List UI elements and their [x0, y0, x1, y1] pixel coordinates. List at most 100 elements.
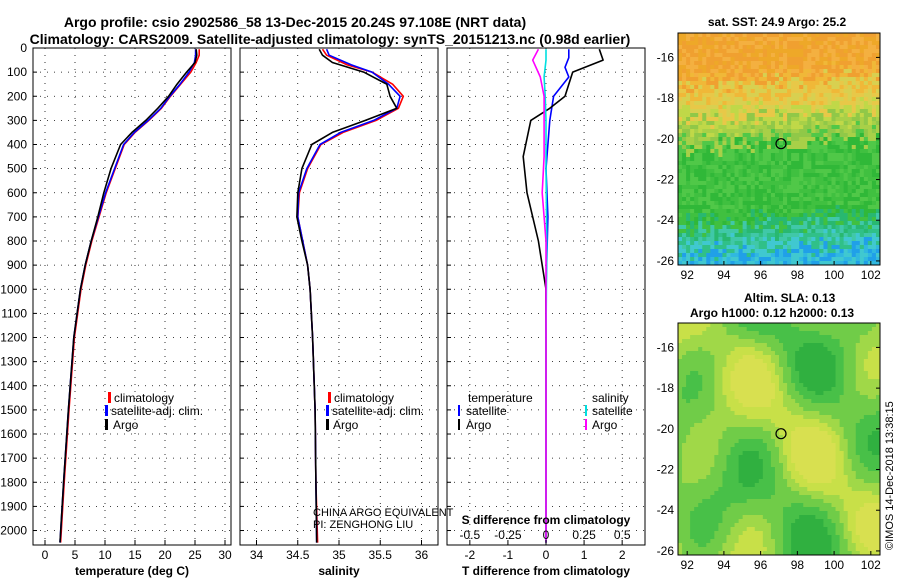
map-cell — [875, 455, 880, 460]
map-cell — [783, 327, 788, 332]
map-cell — [738, 81, 744, 86]
map-cell — [690, 427, 695, 432]
map-cell — [839, 113, 845, 118]
map-cell — [690, 339, 695, 344]
map-cell — [774, 197, 780, 202]
map-cell — [863, 113, 869, 118]
map-cell — [819, 225, 824, 230]
map-cell — [783, 427, 788, 432]
map-cell — [734, 375, 739, 380]
map-cell — [746, 257, 752, 262]
map-cell — [726, 343, 731, 348]
map-cell — [803, 427, 808, 432]
map-cell — [863, 379, 869, 384]
map-cell — [819, 61, 824, 66]
map-cell — [766, 257, 772, 262]
map-cell — [714, 61, 719, 66]
map-cell — [690, 217, 695, 222]
map-cell — [754, 181, 760, 186]
map-cell — [762, 399, 768, 404]
map-cell — [859, 403, 865, 408]
map-cell — [770, 261, 776, 265]
map-cell — [867, 415, 873, 420]
map-cell — [678, 447, 683, 452]
map-cell — [799, 399, 804, 404]
map-cell — [795, 213, 800, 218]
map-cell — [766, 65, 772, 70]
map-cell — [734, 189, 739, 194]
map-cell — [827, 415, 832, 420]
map-cell — [843, 455, 849, 460]
map-cell — [698, 327, 703, 332]
map-cell — [726, 355, 731, 360]
map-cell — [766, 69, 772, 74]
map-cell — [803, 455, 808, 460]
map-cell — [839, 447, 845, 452]
map-cell — [863, 261, 869, 265]
map-cell — [871, 391, 877, 396]
map-cell — [827, 335, 832, 340]
map-cell — [702, 371, 707, 376]
map-cell — [706, 145, 711, 150]
map-cell — [859, 367, 865, 372]
map-cell — [730, 61, 735, 66]
map-cell — [730, 173, 735, 178]
map-cell — [706, 327, 711, 332]
map-cell — [678, 125, 683, 130]
map-cell — [831, 439, 836, 444]
map-cell — [726, 339, 731, 344]
map-cell — [754, 205, 760, 210]
map-cell — [770, 253, 776, 258]
map-cell — [686, 105, 691, 110]
map-cell — [807, 443, 812, 448]
map-cell — [730, 351, 735, 356]
map-cell — [698, 375, 703, 380]
map-cell — [766, 335, 772, 340]
map-cell — [827, 343, 832, 348]
map-cell — [770, 169, 776, 174]
map-cell — [831, 359, 836, 364]
map-cell — [714, 367, 719, 372]
map-cell — [742, 161, 748, 166]
map-cell — [750, 81, 756, 86]
map-cell — [815, 185, 820, 190]
map-cell — [722, 169, 727, 174]
map-cell — [831, 45, 836, 50]
map-cell — [807, 327, 812, 332]
map-cell — [698, 177, 703, 182]
depth-tick-label: 0 — [20, 41, 27, 55]
map-cell — [770, 367, 776, 372]
map-cell — [774, 125, 780, 130]
map-cell — [791, 431, 796, 436]
map-cell — [811, 189, 816, 194]
map-cell — [855, 407, 861, 412]
map-cell — [726, 141, 731, 146]
map-cell — [734, 85, 739, 90]
map-cell — [718, 69, 723, 74]
map-cell — [811, 391, 816, 396]
map-cell — [871, 443, 877, 448]
map-cell — [855, 169, 861, 174]
map-cell — [791, 241, 796, 246]
map-cell — [698, 145, 703, 150]
map-cell — [815, 169, 820, 174]
map-cell — [726, 97, 731, 102]
map-cell — [851, 351, 857, 356]
map-cell — [694, 193, 699, 198]
map-cell — [742, 213, 748, 218]
map-cell — [839, 69, 845, 74]
map-cell — [863, 69, 869, 74]
map-cell — [706, 399, 711, 404]
map-cell — [774, 375, 780, 380]
map-cell — [758, 109, 764, 114]
map-cell — [738, 141, 744, 146]
map-cell — [847, 117, 853, 122]
map-cell — [738, 383, 744, 388]
map-cell — [742, 451, 748, 456]
map-cell — [811, 49, 816, 54]
map-cell — [851, 177, 857, 182]
map-cell — [770, 387, 776, 392]
map-cell — [722, 89, 727, 94]
map-cell — [706, 359, 711, 364]
map-cell — [811, 193, 816, 198]
